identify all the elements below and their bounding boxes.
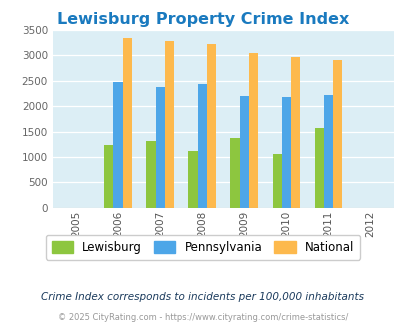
Bar bbox=[230, 138, 239, 208]
Bar bbox=[122, 38, 132, 208]
Text: Crime Index corresponds to incidents per 100,000 inhabitants: Crime Index corresponds to incidents per… bbox=[41, 292, 364, 302]
Bar bbox=[104, 145, 113, 208]
Bar bbox=[155, 87, 164, 208]
Bar bbox=[281, 97, 290, 208]
Bar bbox=[323, 95, 333, 208]
Bar bbox=[146, 141, 155, 208]
Bar bbox=[197, 84, 207, 208]
Bar bbox=[239, 96, 248, 208]
Bar bbox=[113, 82, 122, 208]
Bar bbox=[188, 151, 197, 208]
Bar bbox=[290, 57, 300, 208]
Bar bbox=[248, 53, 258, 208]
Bar bbox=[164, 41, 174, 208]
Legend: Lewisburg, Pennsylvania, National: Lewisburg, Pennsylvania, National bbox=[46, 235, 359, 260]
Bar bbox=[333, 60, 341, 208]
Bar bbox=[314, 128, 323, 208]
Bar bbox=[272, 154, 281, 208]
Bar bbox=[207, 45, 215, 208]
Text: © 2025 CityRating.com - https://www.cityrating.com/crime-statistics/: © 2025 CityRating.com - https://www.city… bbox=[58, 313, 347, 322]
Text: Lewisburg Property Crime Index: Lewisburg Property Crime Index bbox=[57, 12, 348, 26]
